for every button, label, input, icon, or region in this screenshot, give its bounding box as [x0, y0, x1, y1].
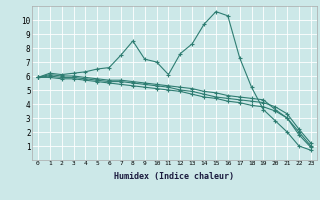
X-axis label: Humidex (Indice chaleur): Humidex (Indice chaleur) [115, 172, 234, 181]
